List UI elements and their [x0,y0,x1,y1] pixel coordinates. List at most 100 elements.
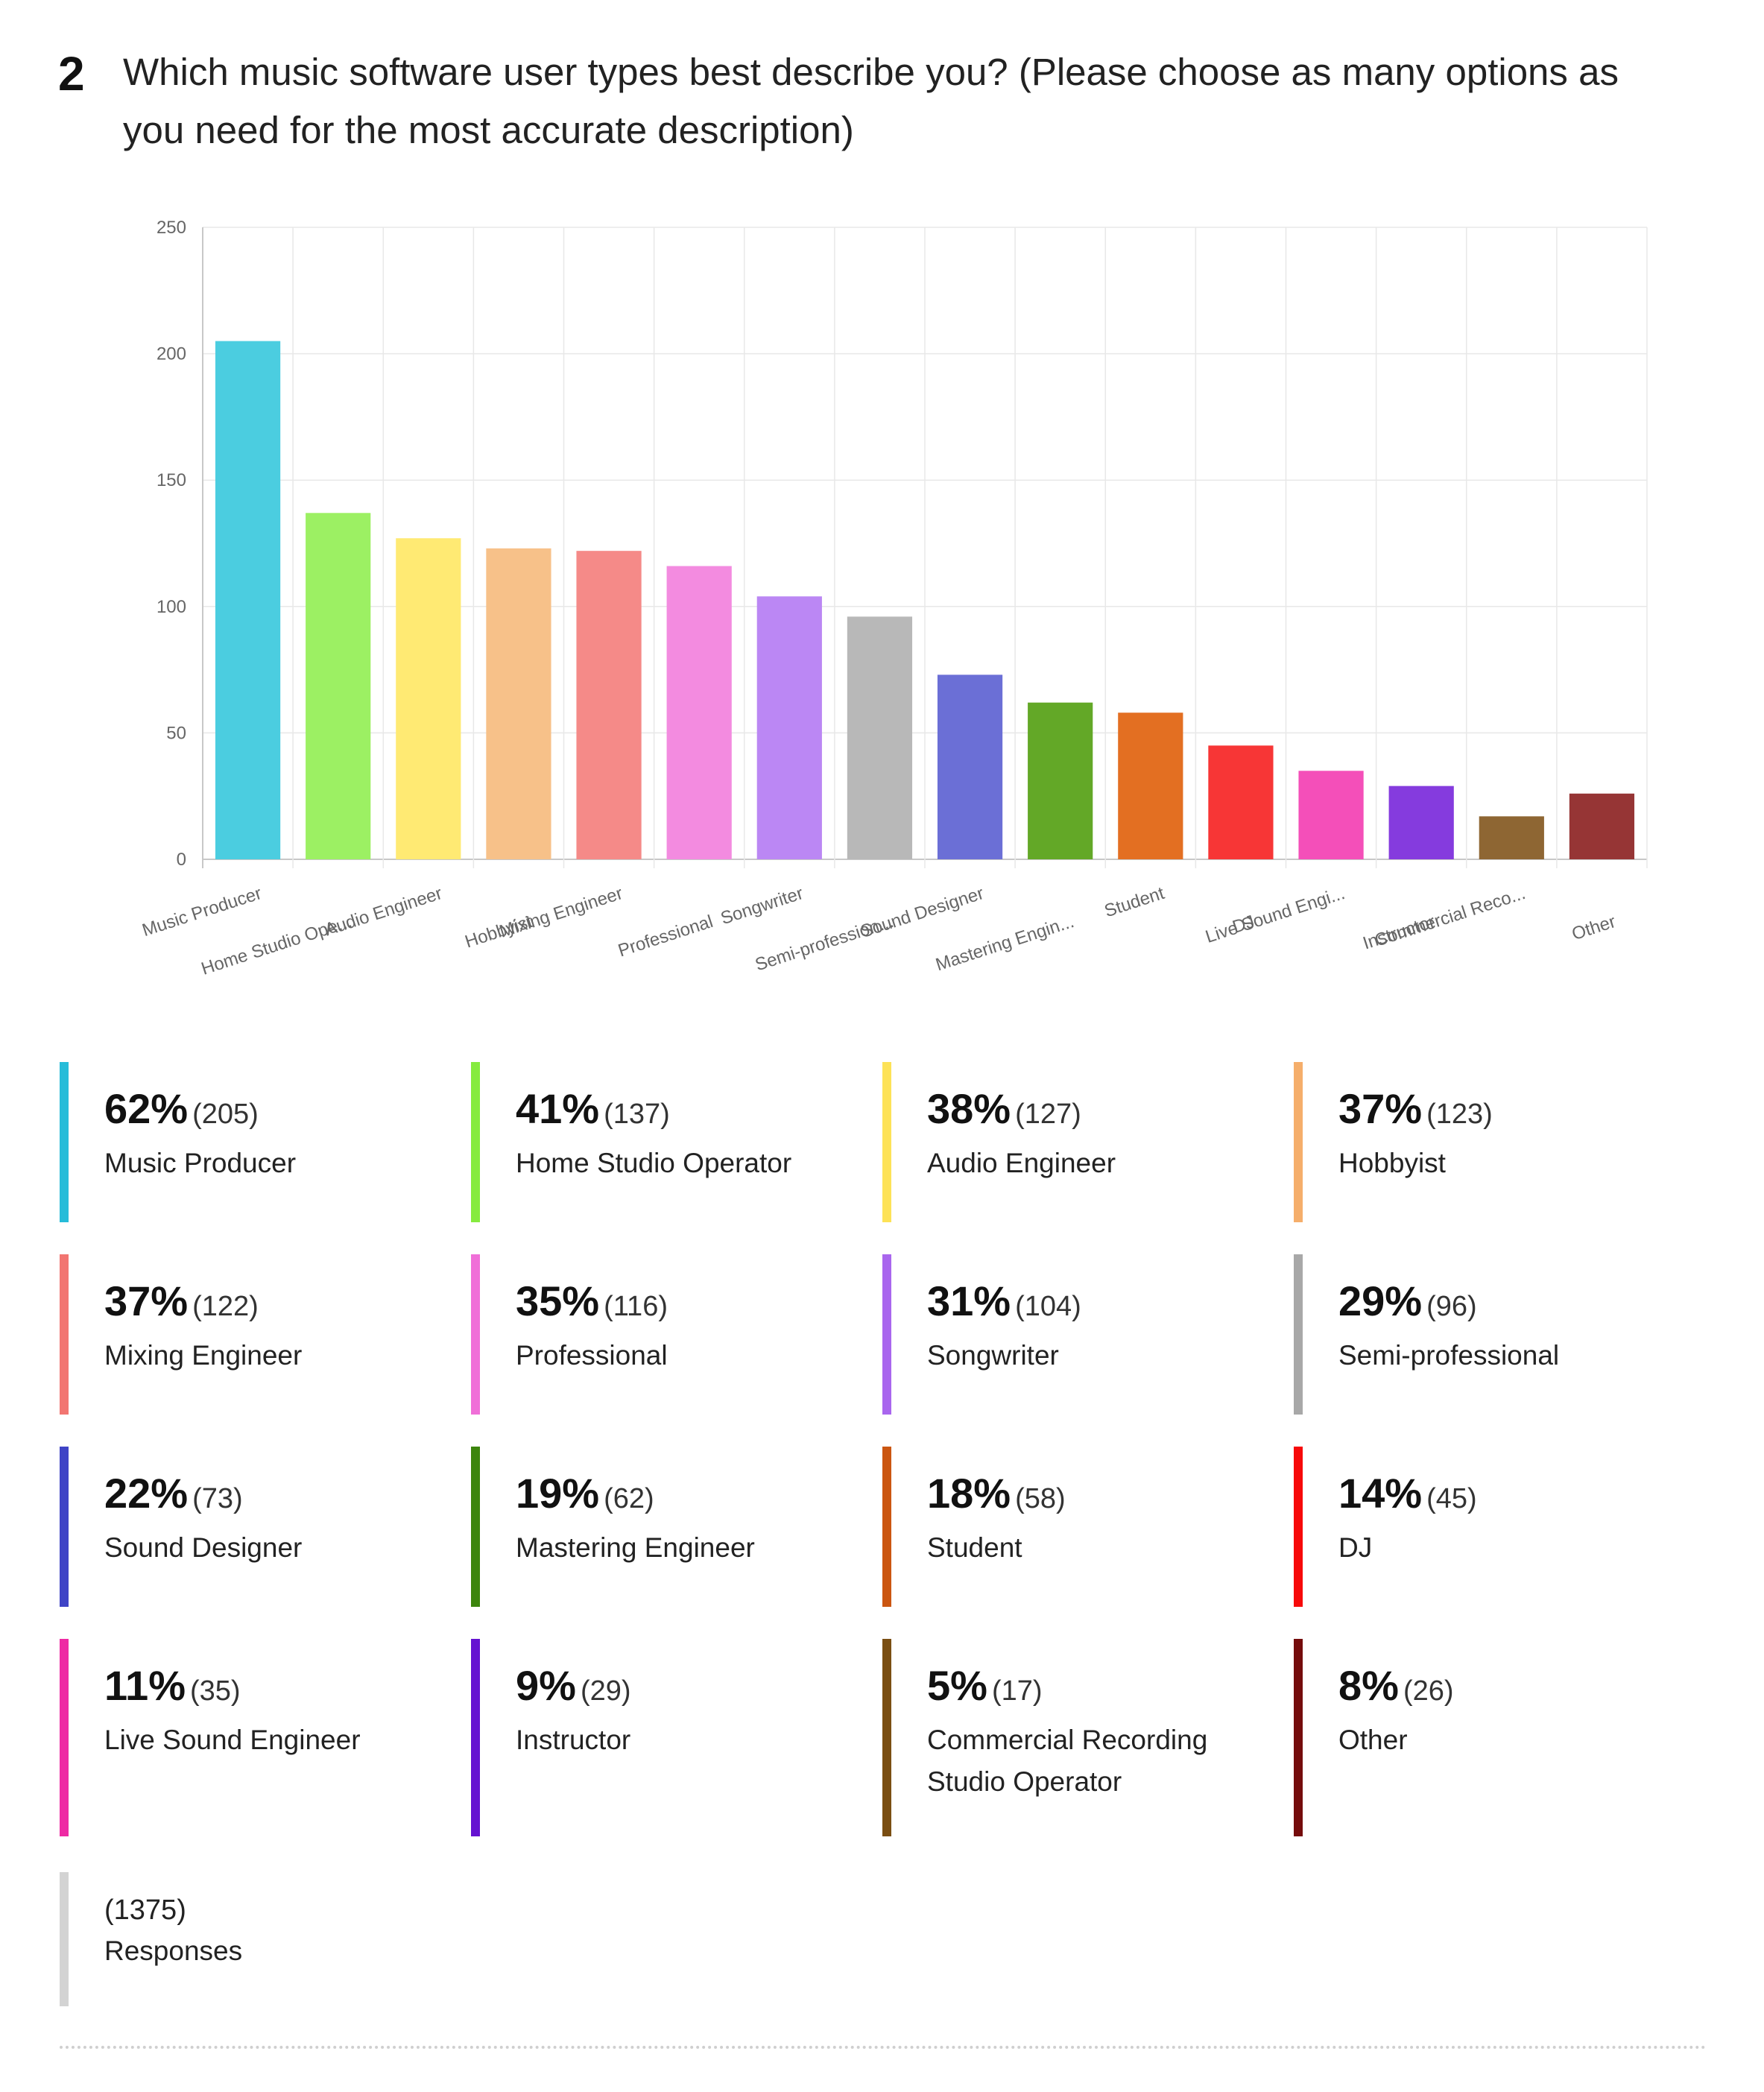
legend-count: (45) [1426,1483,1477,1514]
legend-value: 14% (45) [1338,1469,1477,1517]
legend-label: Audio Engineer [927,1148,1116,1178]
legend-color-bar [471,1062,480,1222]
bar-4 [486,548,551,859]
legend-label: Instructor [516,1725,631,1755]
x-category-label: Other [1569,911,1618,944]
legend-item: 11% (35) Live Sound Engineer [60,1639,462,1836]
legend-color-bar [60,1254,69,1415]
legend-item: 35% (116) Professional [471,1254,873,1415]
legend-item: 5% (17) Commercial Recording Studio Operat… [882,1639,1285,1836]
y-axis-ticks: 0 50 100 150 200 250 [157,218,186,870]
legend-color-bar [60,1062,69,1222]
x-category-label: Music Producer [139,883,264,941]
legend-value: 18% (58) [927,1469,1066,1517]
bar-15 [1479,816,1544,859]
legend-count: (17) [991,1675,1043,1707]
legend-percent: 14% [1338,1470,1423,1517]
x-category-label: Mixing Engineer [497,883,625,942]
legend-percent: 11% [104,1662,186,1709]
bar-8 [847,616,913,859]
legend-label: Professional [516,1340,668,1371]
legend-value: 35% (116) [516,1277,668,1325]
legend-color-bar [60,1447,69,1607]
legend-item: 31% (104) Songwriter [882,1254,1285,1415]
legend-count: (116) [604,1291,668,1322]
legend-value: 29% (96) [1338,1277,1477,1325]
legend-percent: 62% [104,1085,189,1132]
legend-value: 9% (29) [516,1661,631,1710]
y-tick-label: 50 [166,723,186,743]
legend-count: (62) [604,1483,654,1514]
legend-percent: 31% [927,1277,1011,1324]
bar-12 [1208,745,1274,859]
legend-value: 19% (62) [516,1469,654,1517]
legend-label: Other [1338,1725,1408,1755]
legend-percent: 22% [104,1470,189,1517]
legend-item: 8% (26) Other [1294,1639,1696,1836]
legend-color-bar [882,1447,891,1607]
legend-color-bar [1294,1062,1303,1222]
legend-label: DJ [1338,1532,1373,1563]
legend-percent: 38% [927,1085,1011,1132]
section-divider [60,2046,1707,2049]
legend-count: (35) [190,1675,241,1707]
legend-item: 14% (45) DJ [1294,1447,1696,1607]
legend-value: 37% (123) [1338,1084,1493,1133]
legend-percent: 37% [104,1277,189,1324]
x-category-label: Professional [616,911,715,961]
bar-13 [1298,771,1364,859]
responses-count: (1375) [104,1895,186,1926]
legend-count: (73) [192,1483,243,1514]
legend-item: 22% (73) Sound Designer [60,1447,462,1607]
x-category-label: Audio Engineer [322,883,444,940]
legend-label: Mixing Engineer [104,1340,303,1371]
legend-item: 38% (127) Audio Engineer [882,1062,1285,1222]
legend-color-bar [1294,1447,1303,1607]
legend-value: 37% (122) [104,1277,259,1325]
y-tick-label: 250 [157,218,186,238]
legend-label: Hobbyist [1338,1148,1446,1178]
bar-11 [1118,712,1183,859]
x-category-label: Live Sound Engi... [1203,883,1347,947]
bar-3 [396,538,461,859]
legend-color-bar [882,1639,891,1836]
legend-value: 8% (26) [1338,1661,1454,1710]
legend-color-bar [882,1062,891,1222]
legend-count: (205) [192,1099,259,1130]
legend-percent: 29% [1338,1277,1423,1324]
legend-count: (29) [580,1675,631,1707]
legend-label: Music Producer [104,1148,297,1178]
responses-summary: (1375) Responses [60,1872,462,2006]
legend-item: 18% (58) Student [882,1447,1285,1607]
question-number: 2 [58,47,85,101]
legend-value: 62% (205) [104,1084,259,1133]
legend-item: 9% (29) Instructor [471,1639,873,1836]
legend-value: 11% (35) [104,1661,241,1710]
legend-item: 19% (62) Mastering Engineer [471,1447,873,1607]
question-text: Which music software user types best des… [123,51,1619,151]
legend-item: 29% (96) Semi-professional [1294,1254,1696,1415]
bar-9 [937,674,1003,859]
legend-value: 38% (127) [927,1084,1081,1133]
legend-count: (26) [1403,1675,1454,1707]
legend-label: Sound Designer [104,1532,303,1563]
legend-item: 37% (123) Hobbyist [1294,1062,1696,1222]
bar-2 [306,513,371,859]
legend-count: (123) [1426,1099,1493,1130]
legend-percent: 5% [927,1662,987,1709]
legend-label: Mastering Engineer [516,1532,755,1563]
bar-1 [215,341,281,859]
legend-count: (58) [1015,1483,1066,1514]
legend-color-bar [882,1254,891,1415]
y-tick-label: 100 [157,597,186,617]
bar-6 [666,566,732,859]
legend-percent: 8% [1338,1662,1399,1709]
legend-value: 5% (17) [927,1661,1043,1710]
chart-bars [215,341,1635,859]
legend-color-bar [471,1639,480,1836]
chart-grid [202,227,1648,868]
legend-label: Commercial Recording Studio Operator [927,1725,1208,1797]
bar-16 [1569,793,1635,859]
legend-value: 31% (104) [927,1277,1081,1325]
